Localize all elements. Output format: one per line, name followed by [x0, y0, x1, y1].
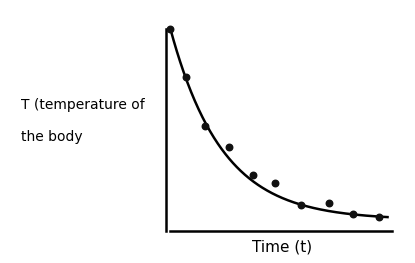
Point [297, 203, 304, 207]
Text: the body: the body [21, 130, 82, 144]
Point [349, 212, 356, 216]
Point [226, 145, 232, 149]
Point [202, 124, 208, 128]
Point [326, 201, 332, 205]
Point [249, 173, 256, 178]
Point [271, 181, 278, 185]
X-axis label: Time (t): Time (t) [252, 240, 312, 255]
Point [182, 75, 189, 79]
Text: T (temperature of: T (temperature of [21, 98, 144, 112]
Point [376, 214, 382, 219]
Point [167, 27, 173, 31]
